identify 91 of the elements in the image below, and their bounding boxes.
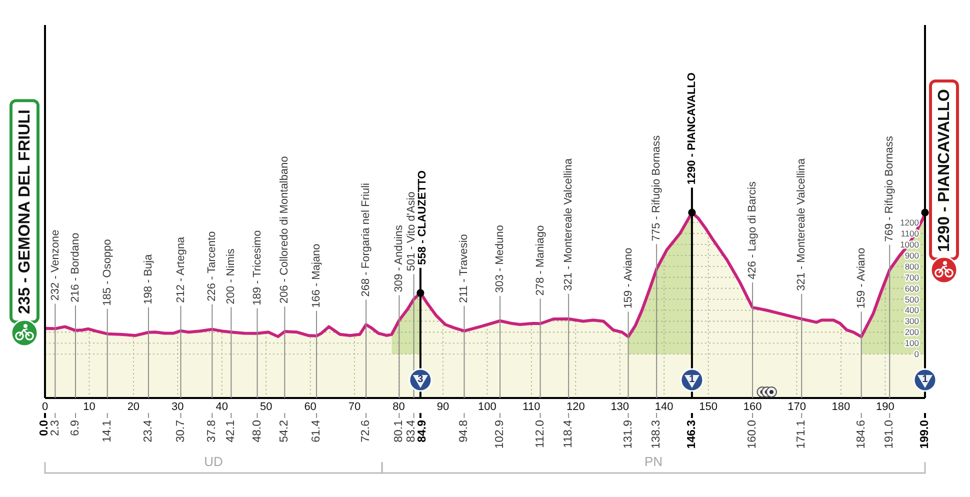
y-tick-label: 900 [904,250,920,260]
y-tick-label: 800 [904,261,920,272]
annotation: 3 [418,374,424,384]
ref-line-label: 212 - Artegna [174,236,187,303]
ref-line-label: 775 - Rifugio Bornass [650,134,663,242]
ref-line-label: 226 - Tarcento [206,231,218,302]
ref-line-label: 309 - Anduins [393,224,406,292]
x2-tick-label: 14.1 [101,420,114,442]
ref-line-label: 211 - Travesio [458,234,470,303]
x2-tick-label: 72.6 [360,420,372,442]
ref-line-label: 159 - Aviano [622,248,634,309]
y-tick-label: 1200 [900,217,920,228]
x2-tick-label: 84.9 [416,420,429,442]
x2-tick-label: 42.1 [225,420,238,442]
ref-line-label: 321 - Montereale Valcellina [796,158,808,291]
y-tick-label: 500 [904,294,920,304]
x2-tick-label: 112.0 [534,420,546,448]
y-tick-label: 700 [904,272,920,282]
x-tick-label: 150 [699,400,718,413]
ref-line-label: 206 - Colloredo di Montalbano [278,156,291,304]
x2-tick-label: 80.1 [393,420,406,442]
x-tick-label: 100 [478,400,496,413]
x2-tick-label: 118.4 [562,419,575,448]
ref-line-label: 268 - Forgaria nel Friuli [360,183,372,297]
x-tick-label: 60 [304,400,316,413]
text: PN [644,454,663,469]
x-tick-label: 130 [610,400,630,413]
x2-tick-label: 171.1 [796,420,808,449]
x2-tick-label: 23.4 [142,419,154,442]
x-tick-label: 30 [172,400,184,413]
x2-tick-label: 94.8 [458,420,470,442]
y-tick-label: 100 [904,338,920,348]
ref-line-label: 216 - Bordano [70,232,82,302]
x-tick-label: 160 [743,400,762,413]
ref-line-label: 303 - Meduno [494,224,506,293]
x2-tick-label: 54.2 [278,420,291,442]
ref-line-label: 159 - Aviano [855,248,868,309]
x-tick-label: 120 [566,400,585,413]
ref-line-label: 501 - Vito d'Asio [406,192,418,272]
x2-tick-label: 6.9 [70,420,82,436]
ref-line-label: 278 - Maniago [534,225,546,296]
ref-line-label: 235 - GEMONA DEL FRIULI [16,110,33,314]
y-tick-label: 1000 [900,239,920,250]
x2-tick-label: 30.7 [174,420,187,442]
y-tick-label: 600 [904,283,920,294]
ref-line-label: 185 - Osoppo [101,239,114,306]
annotation: 1290 - PIANCAVALLO [936,89,952,252]
x-tick-label: 170 [788,400,806,413]
y-tick-label: 400 [904,305,920,316]
ref-line-label: 198 - Buja [142,253,154,304]
x2-tick-label: 0.0 [38,420,51,436]
ref-line-label: 426 - Lago di Barcis [746,181,759,280]
x-tick-label: 110 [522,400,540,413]
text: UD [204,454,223,469]
annotation: 1 [922,374,928,384]
x2-tick-label: 2.3 [50,420,62,436]
ref-line-label: 200 - Nimis [225,248,238,304]
y-tick-label: 200 [904,327,920,338]
x2-tick-label: 138.3 [650,420,663,449]
ref-line-label: 1290 - PIANCAVALLO [686,72,698,185]
ref-line-label: 321 - Montereale Valcellina [562,158,575,291]
x2-tick-label: 184.6 [855,420,868,449]
x2-tick-label: 37.8 [206,420,218,442]
x2-tick-label: 83.4 [406,419,418,442]
x-tick-label: 190 [876,400,894,413]
ref-line-label: 558 - CLAUZETTO [416,170,429,265]
x-tick-label: 70 [348,400,361,413]
x-tick-label: 40 [216,400,228,413]
annotation: 1 [689,374,696,384]
x2-tick-label: 102.9 [494,420,506,449]
x2-tick-label: 160.0 [746,420,759,449]
x-tick-label: 10 [83,400,96,413]
x2-tick-label: 131.9 [622,420,634,449]
ref-line-label: 232 - Venzone [50,230,62,301]
x2-tick-label: 61.4 [310,419,323,442]
x-tick-label: 50 [260,400,272,413]
x2-tick-label: 199.0 [919,420,931,449]
x-tick-label: 80 [392,400,405,413]
y-tick-label: 0 [914,349,920,360]
x2-tick-label: 146.3 [686,420,698,449]
x-tick-label: 0 [42,400,48,413]
ref-line-label: 769 - Rifugio Bornass [884,135,896,242]
ref-line-label: 189 - Tricesimo [251,230,264,306]
x-tick-label: 90 [436,400,450,413]
x2-tick-label: 191.0 [884,420,896,449]
y-tick-label: 300 [904,316,920,326]
ref-line-label: 166 - Majano [310,244,323,308]
x2-tick-label: 48.0 [251,420,264,442]
x-tick-label: 20 [127,400,140,413]
x-tick-label: 140 [654,400,674,413]
x-tick-label: 180 [832,400,850,413]
